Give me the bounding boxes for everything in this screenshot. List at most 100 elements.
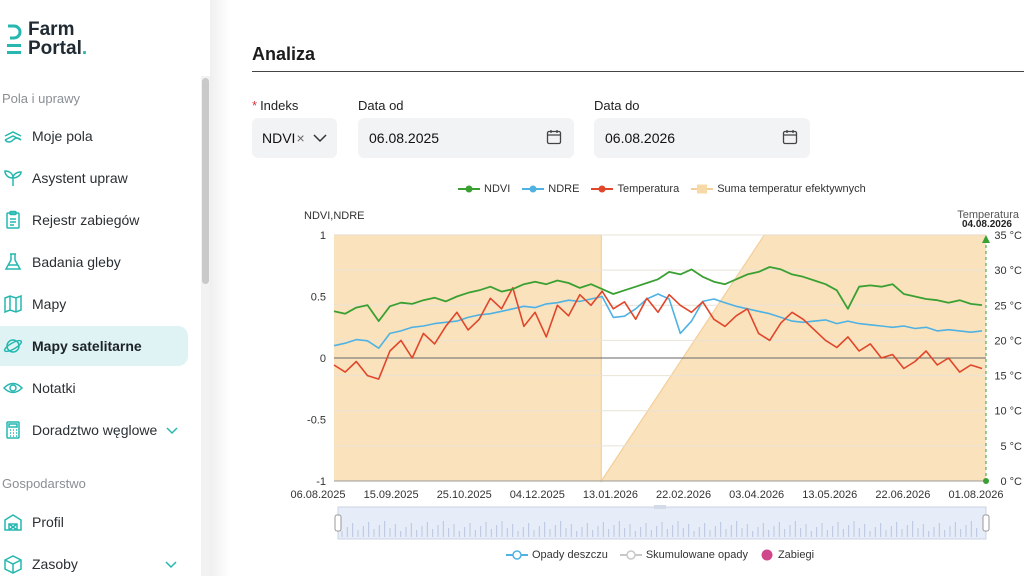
brand-line2: Portal [28,38,82,59]
legend-swatch-line-icon [506,550,528,560]
date-from-input[interactable]: 06.08.2025 [358,118,574,158]
y-right-tick-label: 10 °C [994,406,1022,418]
y-left-tick-label: 0 [320,353,326,365]
today-marker-arrow-icon [982,235,990,243]
sidebar-item-label: Mapy satelitarne [32,338,142,354]
required-marker: * [252,98,258,113]
sidebar-item-label: Mapy [32,296,67,312]
today-marker-dot [983,478,989,484]
calculator-icon [2,419,24,441]
legend-swatch-line-icon [591,185,614,193]
navigator-grip-icon [654,505,666,509]
legend-swatch-line-icon [458,185,480,193]
y-right-tick-label: 35 °C [994,230,1022,242]
sidebar-item-asystent-upraw[interactable]: Asystent upraw [0,158,188,198]
legend-item-ndre[interactable]: NDRE [522,183,579,195]
brand-line1: Farm [28,19,75,40]
legend-label: Temperatura [617,183,680,195]
y-right-tick-label: 0 °C [1000,476,1022,488]
date-to-value: 06.08.2026 [605,130,676,146]
today-marker-label: 04.08.2026 [962,219,1012,230]
chevron-down-icon[interactable] [164,557,178,571]
index-label: * Indeks [252,98,298,113]
legend-item-temperatura[interactable]: Temperatura [591,183,679,195]
chart-axes: 1 0.5 0 -0.5 -1 35 °C 30 °C 25 °C 20 °C 15 °C 10 °… [290,209,1022,501]
title-divider [252,71,1024,72]
brand-name: Farm Portal. [28,20,87,58]
x-tick-label: 25.10.2025 [437,489,492,501]
legend-item-ndvi[interactable]: NDVI [458,183,510,195]
legend-item-opady-deszczu[interactable]: Opady deszczu [506,549,608,561]
map-icon [2,293,24,315]
chevron-down-icon[interactable] [165,423,179,437]
brand-logo[interactable]: Farm Portal. [6,20,87,58]
chart-gridlines [334,234,986,482]
y-right-tick-label: 20 °C [994,335,1022,347]
chart-navigator[interactable] [334,505,990,540]
sidebar-item-rejestr-zabiegow[interactable]: Rejestr zabiegów [0,200,188,240]
index-select[interactable]: NDVI × [252,118,337,158]
y-right-axis-title: Temperatura [957,209,1020,221]
x-tick-label: 06.08.2025 [290,489,345,501]
box-icon [2,553,24,575]
sidebar-item-label: Doradztwo węglowe [32,422,158,438]
legend-item-zabiegi[interactable]: Zabiegi [760,549,814,561]
sidebar-item-label: Notatki [32,380,76,396]
series-ndvi-line [333,266,983,323]
x-tick-label: 13.01.2026 [583,489,638,501]
x-tick-label: 13.05.2026 [802,489,857,501]
x-tick-label: 22.06.2026 [875,489,930,501]
y-left-tick-label: -1 [316,476,326,488]
legend-swatch-area-icon [691,184,714,194]
sidebar-item-doradztwo-weglowe[interactable]: Doradztwo węglowe [0,410,188,450]
legend-swatch-line-icon [522,185,545,193]
sidebar-scrollbar-track[interactable] [201,76,210,576]
navigator-handle-left [334,514,342,532]
y-right-tick-label: 5 °C [1000,441,1022,453]
date-from-label: Data od [358,98,404,113]
index-select-value: NDVI [262,130,296,146]
chart-legend-top: NDVI NDRE Temperatura Suma temperatur ef… [458,183,878,195]
x-tick-label: 22.02.2026 [656,489,711,501]
legend-label: Suma temperatur efektywnych [717,183,866,195]
legend-item-suma-temperatur[interactable]: Suma temperatur efektywnych [691,183,866,195]
chart-series [333,266,983,380]
sidebar-item-moje-pola[interactable]: Moje pola [0,116,188,156]
legend-label: NDRE [548,183,580,195]
calendar-icon[interactable] [546,129,562,145]
chart: 1 0.5 0 -0.5 -1 35 °C 30 °C 25 °C 20 °C 15 °C 10 °… [290,209,1022,540]
sidebar-item-profil[interactable]: Profil [0,502,188,542]
sidebar-item-mapy-satelitarne[interactable]: Mapy satelitarne [0,326,188,366]
sidebar-scrollbar-thumb[interactable] [202,78,209,284]
y-left-axis-title: NDVI,NDRE [304,210,365,222]
sidebar-item-zasoby[interactable]: Zasoby [0,544,188,576]
y-right-tick-label: 30 °C [994,265,1022,277]
sidebar-item-label: Moje pola [32,128,93,144]
sidebar-item-label: Profil [32,514,64,530]
sidebar-item-notatki[interactable]: Notatki [0,368,188,408]
legend-item-skumulowane-opady[interactable]: Skumulowane opady [619,549,748,561]
date-to-input[interactable]: 06.08.2026 [594,118,810,158]
fields-icon [2,125,24,147]
brand-dot: . [81,38,88,59]
area-fill-suma-temperatur [334,235,986,481]
date-to-label: Data do [594,98,640,113]
x-tick-label: 03.04.2026 [729,489,784,501]
sidebar-item-mapy[interactable]: Mapy [0,284,188,324]
legend-label: Zabiegi [777,549,815,561]
page-title: Analiza [252,44,316,64]
eye-icon [2,377,24,399]
clipboard-icon [2,209,24,231]
legend-label: Opady deszczu [532,549,608,561]
sidebar-item-label: Zasoby [32,556,78,572]
barn-icon [2,511,24,533]
clear-icon[interactable]: × [296,130,305,146]
chevron-down-icon[interactable] [313,131,327,145]
flask-icon [2,251,24,273]
y-left-tick-label: 1 [320,230,326,242]
sidebar-item-badania-gleby[interactable]: Badania gleby [0,242,188,282]
chart-legend-bottom: Opady deszczu Skumulowane opady Zabiegi [506,549,826,561]
y-right-tick-label: 25 °C [994,300,1022,312]
calendar-icon[interactable] [782,129,798,145]
